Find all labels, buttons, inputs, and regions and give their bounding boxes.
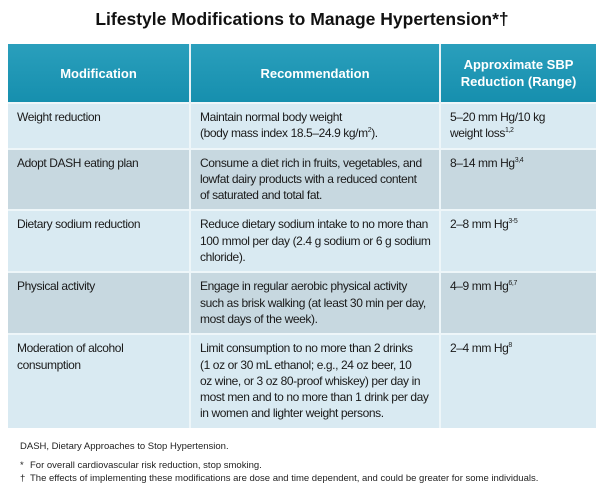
footnote-text: The effects of implementing these modifi… bbox=[30, 472, 539, 484]
header-reduction: Approximate SBP Reduction (Range) bbox=[440, 44, 596, 103]
footnote-text: For overall cardiovascular risk reductio… bbox=[30, 459, 262, 471]
table-row: Weight reduction Maintain normal body we… bbox=[8, 102, 596, 149]
cell-reduction: 2–4 mm Hg8 bbox=[440, 333, 596, 428]
cell-reduction: 8–14 mm Hg3,4 bbox=[440, 147, 596, 211]
reduction-text: 4–9 mm Hg bbox=[450, 279, 509, 294]
header-modification: Modification bbox=[8, 44, 191, 103]
cell-modification: Dietary sodium reduction bbox=[8, 209, 191, 273]
reduction-text: 8–14 mm Hg bbox=[450, 155, 515, 170]
superscript: 2 bbox=[367, 127, 372, 135]
cell-recommendation: Reduce dietary sodium intake to no more … bbox=[190, 209, 441, 273]
cell-modification: Weight reduction bbox=[8, 102, 191, 149]
table-row: Moderation of alcohol consumption Limit … bbox=[8, 333, 596, 428]
footnote-mark: † bbox=[20, 472, 26, 484]
reference: 8 bbox=[508, 342, 512, 350]
footnote-dagger: † The effects of implementing these modif… bbox=[20, 472, 596, 485]
hypertension-table: Modification Recommendation Approximate … bbox=[8, 44, 596, 428]
reduction-text: 2–4 mm Hg bbox=[450, 341, 509, 356]
recommendation-tail: ). bbox=[371, 126, 378, 141]
abbreviation-note: DASH, Dietary Approaches to Stop Hyperte… bbox=[20, 440, 229, 452]
table-row: Dietary sodium reduction Reduce dietary … bbox=[8, 209, 596, 273]
cell-modification: Physical activity bbox=[8, 271, 191, 335]
reduction-text: 5–20 mm Hg/10 kg weight loss bbox=[450, 110, 545, 141]
header-recommendation: Recommendation bbox=[190, 44, 441, 103]
cell-reduction: 4–9 mm Hg6,7 bbox=[440, 271, 596, 335]
reference: 1,2 bbox=[504, 127, 514, 135]
table-row: Physical activity Engage in regular aero… bbox=[8, 271, 596, 335]
cell-modification: Adopt DASH eating plan bbox=[8, 147, 191, 211]
table-row: Adopt DASH eating plan Consume a diet ri… bbox=[8, 147, 596, 211]
footnote-mark: * bbox=[20, 459, 24, 471]
footnotes: DASH, Dietary Approaches to Stop Hyperte… bbox=[20, 440, 596, 485]
cell-recommendation: Engage in regular aerobic physical activ… bbox=[190, 271, 441, 335]
table-header-row: Modification Recommendation Approximate … bbox=[8, 44, 596, 103]
page-title: Lifestyle Modifications to Manage Hypert… bbox=[95, 9, 509, 29]
cell-modification: Moderation of alcohol consumption bbox=[8, 333, 191, 428]
reference: 3,4 bbox=[514, 156, 524, 164]
reduction-text: 2–8 mm Hg bbox=[450, 217, 509, 232]
cell-recommendation: Consume a diet rich in fruits, vegetable… bbox=[190, 147, 441, 211]
recommendation-text: Maintain normal body weight (body mass i… bbox=[200, 110, 368, 141]
cell-reduction: 2–8 mm Hg3-5 bbox=[440, 209, 596, 273]
cell-reduction: 5–20 mm Hg/10 kg weight loss1,2 bbox=[440, 102, 596, 149]
reference: 3-5 bbox=[508, 218, 518, 226]
reference: 6,7 bbox=[508, 280, 517, 288]
cell-recommendation: Maintain normal body weight (body mass i… bbox=[190, 102, 441, 149]
footnote-star: * For overall cardiovascular risk reducti… bbox=[20, 459, 596, 472]
cell-recommendation: Limit consumption to no more than 2 drin… bbox=[190, 333, 441, 428]
